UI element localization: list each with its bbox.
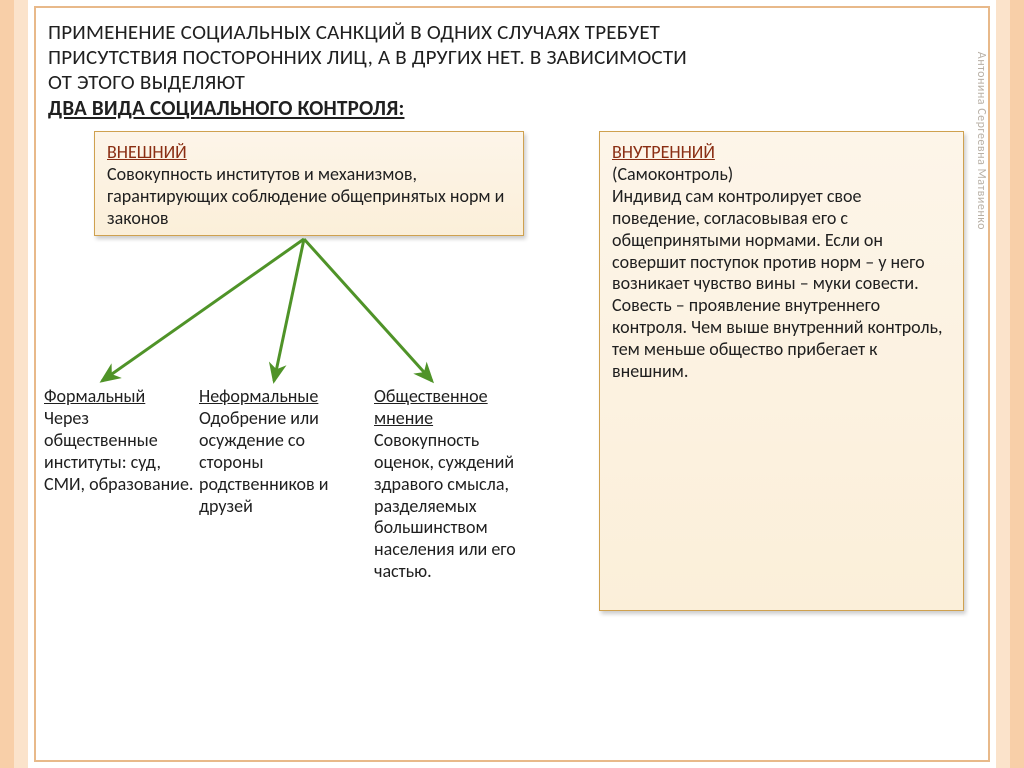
informal-body: Одобрение или осуждение со стороны родст… [199, 407, 328, 517]
slide-frame: Применение социальных санкций в одних сл… [34, 6, 990, 762]
branch-opinion: Общественное мнение Совокупность оценок,… [374, 386, 539, 584]
author-label: Антонина Сергеевна Матвиенко [974, 52, 988, 230]
title-line-1: Применение социальных санкций в одних сл… [48, 20, 974, 45]
internal-sub: (Самоконтроль) [612, 163, 733, 185]
right-accent-dark [1010, 0, 1024, 768]
opinion-title: Общественное мнение [374, 385, 488, 429]
left-accent-light [14, 0, 28, 768]
informal-title: Неформальные [199, 385, 318, 407]
left-accent-dark [0, 0, 14, 768]
internal-control-box: ВНУТРЕННИЙ (Самоконтроль) Индивид сам ко… [599, 131, 964, 611]
branch-informal: Неформальные Одобрение или осуждение со … [199, 386, 367, 518]
internal-heading: ВНУТРЕННИЙ [612, 141, 715, 163]
content-area: ВНЕШНИЙ Совокупность институтов и механи… [44, 131, 980, 721]
slide-title: Применение социальных санкций в одних сл… [44, 16, 980, 131]
formal-body: Через общественные институты: суд, СМИ, … [44, 407, 193, 495]
opinion-body: Совокупность оценок, суждений здравого с… [374, 429, 516, 583]
right-accent-light [996, 0, 1010, 768]
internal-body: Индивид сам контролирует свое поведение,… [612, 185, 942, 383]
title-line-3: от этого выделяют [48, 70, 974, 95]
title-line-2: присутствия посторонних лиц, а в других … [48, 45, 974, 70]
external-body: Совокупность институтов и механизмов, га… [107, 163, 504, 229]
branch-formal: Формальный Через общественные институты:… [44, 386, 194, 496]
branch-arrows [44, 233, 564, 391]
external-control-box: ВНЕШНИЙ Совокупность институтов и механи… [94, 131, 524, 236]
title-bold-line: два вида социального контроля: [48, 96, 974, 121]
external-heading: ВНЕШНИЙ [107, 141, 187, 163]
formal-title: Формальный [44, 385, 145, 407]
